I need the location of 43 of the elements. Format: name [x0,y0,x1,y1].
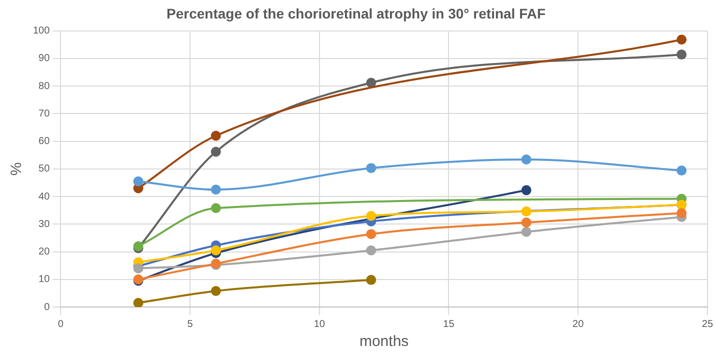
point [366,245,376,256]
y-tick-label: 70 [38,108,50,120]
point [676,208,687,218]
x-axis-title: months [359,333,409,350]
point [366,210,376,221]
point [521,206,532,216]
point [676,166,687,176]
y-tick-label: 10 [38,274,50,286]
point [133,298,144,307]
point [210,286,221,296]
y-tick-label: 30 [38,218,50,230]
y-tick-label: 20 [38,246,50,258]
point [210,146,221,157]
point [521,226,532,237]
point [366,229,376,240]
point [210,203,221,214]
point [133,176,144,186]
point [366,274,376,285]
y-tick-label: 80 [38,80,50,92]
x-tick-label: 20 [572,318,584,330]
point [676,50,687,60]
x-tick-label: 15 [443,318,455,330]
x-tick-label: 0 [58,318,64,330]
point [521,154,532,165]
chart-title: Percentage of the chorioretinal atrophy in 30° retinal FAF [166,5,546,22]
point [210,245,221,256]
point [521,217,532,228]
point [521,185,532,196]
y-tick-label: 90 [38,53,50,64]
y-tick-label: 100 [32,26,50,37]
point [676,34,687,45]
point [210,184,221,195]
point [210,130,221,141]
y-tick-label: 40 [38,191,50,202]
x-tick-label: 5 [187,318,194,330]
point [366,78,376,88]
point [366,163,376,174]
y-tick-label: 60 [38,136,50,148]
x-tick-label: 25 [702,318,714,330]
y-tick-label: 50 [38,164,50,175]
x-tick-label: 10 [314,318,326,330]
y-axis-title: % [8,162,26,176]
y-tick-label: 0 [44,302,50,313]
